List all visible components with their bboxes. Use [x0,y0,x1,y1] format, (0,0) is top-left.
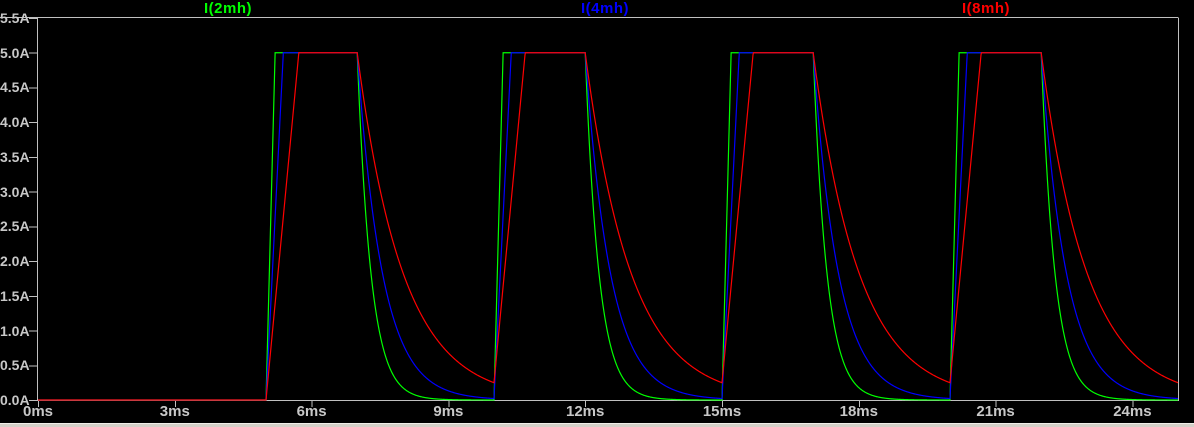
x-tick-label: 15ms [702,403,742,420]
y-tick-label: 3.0A [0,183,30,200]
y-tick-label: 4.0A [0,114,30,131]
y-tick-label: 0.0A [0,392,30,408]
legend-label-2mh[interactable]: I(2mh) [204,0,252,17]
x-tick-label: 9ms [433,403,464,420]
legend-trace-8mh[interactable]: I(8mh) [926,0,1046,17]
y-tick-label: 5.0A [0,44,30,61]
y-tick-label: 2.5A [0,218,30,235]
x-tick-label: 12ms [566,403,605,420]
x-tick-label: 6ms [296,403,327,420]
trace-i4mh [38,52,1179,401]
x-tick-label: 0ms [22,403,54,420]
legend-label-8mh[interactable]: I(8mh) [962,0,1010,17]
y-tick-label: 1.0A [0,322,30,339]
y-tick-label: 2.0A [0,253,30,270]
legend-label-4mh[interactable]: I(4mh) [581,0,629,17]
x-tick-label: 3ms [159,403,190,420]
x-tick-label: 24ms [1113,403,1152,420]
window-bottom-edge [0,423,1194,427]
trace-i8mh [38,52,1179,401]
y-tick-label: 4.5A [0,79,30,96]
x-tick-label: 18ms [839,403,878,420]
legend-trace-2mh[interactable]: I(2mh) [168,0,288,17]
legend-trace-4mh[interactable]: I(4mh) [545,0,665,17]
y-tick-label: 1.5A [0,287,30,304]
y-tick-label: 0.5A [0,357,30,374]
y-tick-label: 3.5A [0,148,30,165]
x-tick-label: 21ms [976,403,1015,420]
trace-i2mh [38,52,1178,401]
y-tick-label: 5.5A [0,10,30,26]
